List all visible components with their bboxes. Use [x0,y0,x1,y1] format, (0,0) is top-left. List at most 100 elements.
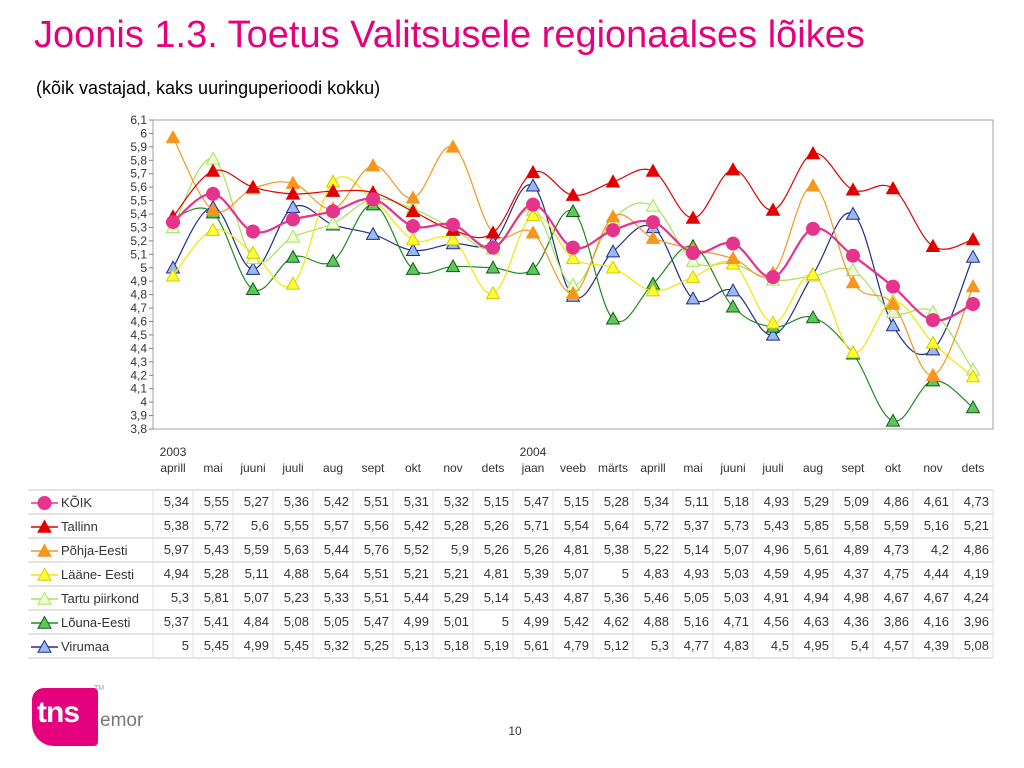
data-point [285,186,301,200]
data-point [805,178,821,192]
data-point [565,203,581,218]
table-cell: 5,36 [284,494,309,509]
table-cell: 5,28 [204,566,229,581]
legend-key-marker [37,615,52,629]
plot-area [152,119,994,430]
table-cell: 5,58 [844,518,869,533]
x-tick-label: juuni [719,461,745,475]
y-tick-label: 4,1 [130,382,147,396]
data-point [686,246,700,261]
table-cell: 5,63 [284,542,309,557]
table-cell: 5,47 [524,494,549,509]
table-cell: 4,62 [604,614,629,629]
table-cell: 5,03 [724,566,749,581]
logo-tns-text: tns [37,696,80,729]
table-cell: 5,33 [324,590,349,605]
data-point [565,250,581,265]
tns-emor-logo: tns TM emor [32,685,143,748]
table-cell: 5,26 [524,542,549,557]
table-cell: 4,67 [884,590,909,605]
table-cell: 5,43 [764,518,789,533]
table-cell: 5 [502,614,509,629]
y-tick-label: 4,5 [130,328,147,342]
data-point [245,179,261,193]
table-cell: 4,2 [931,542,949,557]
table-cell: 5,9 [451,542,469,557]
y-tick-label: 5 [140,261,147,275]
table-cell: 5,21 [964,518,989,533]
table-cell: 4,99 [524,614,549,629]
y-tick-label: 4,4 [130,341,147,355]
data-point [805,309,821,324]
data-point [685,269,701,283]
table-cell: 4,83 [724,638,749,653]
data-point [965,399,981,414]
data-point [446,217,460,232]
data-point [405,242,421,257]
y-tick-label: 3,9 [130,409,147,423]
data-point [205,222,221,236]
y-tick-label: 5,6 [130,180,147,194]
table-cell: 5,03 [724,590,749,605]
table-cell: 5,32 [444,494,469,509]
data-point [685,291,701,305]
table-cell: 4,67 [924,590,949,605]
data-point [765,315,781,329]
y-tick-label: 4,3 [130,355,147,369]
table-cell: 5,97 [164,542,189,557]
data-point [565,285,581,300]
data-point [886,279,900,294]
legend-key-marker [37,567,52,581]
x-tick-label: okt [885,461,902,475]
table-cell: 4,77 [684,638,709,653]
table-cell: 5,42 [564,614,589,629]
y-tick-label: 4,8 [130,288,147,302]
data-point [525,164,541,179]
x-tick-label: mai [683,461,702,475]
table-cell: 5,32 [324,638,349,653]
data-point [206,186,220,201]
table-cell: 5,16 [924,518,949,533]
data-point [205,202,221,216]
table-cell: 5,59 [884,518,909,533]
data-point [925,335,941,349]
data-point [725,299,741,313]
data-point [405,261,421,275]
table-cell: 5,19 [484,638,509,653]
table-cell: 4,93 [684,566,709,581]
data-point [885,318,901,332]
data-point [806,221,820,236]
table-cell: 4,79 [564,638,589,653]
y-tick-label: 4,2 [130,368,147,382]
data-point [685,210,701,224]
table-cell: 5,25 [364,638,389,653]
data-point [765,202,781,216]
data-point [285,199,301,214]
data-point [725,250,741,265]
legend-label: Põhja-Eesti [61,543,128,558]
data-point [885,180,901,195]
data-point [165,129,181,144]
legend-label: Virumaa [61,639,110,654]
data-point [846,248,860,263]
table-cell: 5,07 [244,590,269,605]
table-cell: 4,96 [764,542,789,557]
x-tick-label: nov [923,461,942,475]
data-point [605,260,621,274]
data-point [365,226,381,240]
data-point [166,215,180,230]
table-cell: 5,14 [484,590,509,605]
table-cell: 5,22 [644,542,669,557]
table-cell: 4,99 [404,614,429,629]
table-cell: 5,71 [524,518,549,533]
table-cell: 5,73 [724,518,749,533]
legend-label: Lõuna-Eesti [61,615,130,630]
data-point [805,266,821,281]
table-cell: 5,07 [724,542,749,557]
data-point [486,240,500,255]
y-tick-label: 5,9 [130,140,147,154]
table-cell: 4,91 [764,590,789,605]
table-cell: 5,51 [364,590,389,605]
table-cell: 5,12 [604,638,629,653]
table-cell: 5,21 [404,566,429,581]
